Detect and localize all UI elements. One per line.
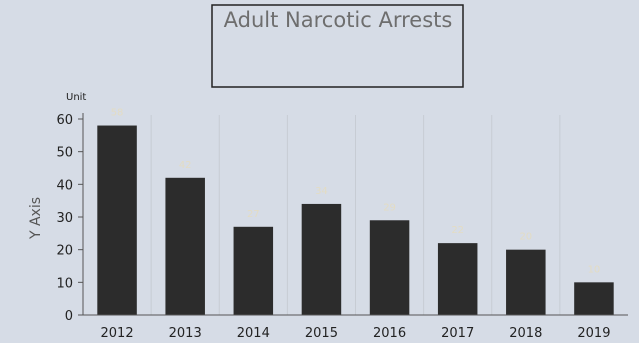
value-label-2018: 20 [519, 232, 532, 243]
y-axis-label: Y Axis [28, 197, 44, 240]
value-label-2017: 22 [451, 225, 464, 236]
y-tick-40: 40 [56, 178, 73, 193]
unit-label: Unit [66, 92, 86, 103]
y-tick-0: 0 [65, 309, 73, 324]
gridlines [150, 115, 561, 315]
y-tick-60: 60 [56, 113, 73, 128]
bar-2019 [574, 282, 614, 315]
chart-title: Adult Narcotic Arrests [224, 8, 453, 32]
x-tick-2019: 2019 [577, 326, 610, 341]
value-label-2016: 29 [383, 202, 396, 213]
x-tick-2016: 2016 [373, 326, 406, 341]
bar-2018 [506, 249, 546, 315]
y-tick-20: 20 [56, 244, 73, 259]
y-axis-ticks: 0 10 20 30 40 50 60 [56, 113, 83, 324]
bar-2017 [437, 243, 478, 315]
x-tick-2018: 2018 [509, 326, 542, 341]
x-tick-2014: 2014 [237, 326, 270, 341]
x-axis-ticks: 2012 2013 2014 2015 2016 2017 2018 2019 [101, 326, 611, 341]
x-tick-2012: 2012 [101, 326, 134, 341]
x-tick-2017: 2017 [441, 326, 474, 341]
value-label-2019: 10 [588, 264, 601, 275]
x-tick-2015: 2015 [305, 326, 338, 341]
value-label-2014: 27 [247, 209, 260, 220]
x-tick-2013: 2013 [169, 326, 202, 341]
bar-2013 [165, 177, 205, 315]
bar-2012 [97, 125, 137, 316]
bars [97, 125, 614, 316]
value-labels: 58 42 27 34 29 22 20 10 [111, 108, 601, 276]
y-tick-10: 10 [56, 276, 73, 291]
y-tick-30: 30 [56, 211, 73, 226]
bar-2016 [369, 220, 410, 315]
title-box [211, 4, 464, 88]
bar-2015 [301, 203, 342, 315]
value-label-2015: 34 [315, 186, 328, 197]
y-tick-50: 50 [56, 146, 73, 161]
bar-2014 [233, 226, 274, 315]
value-label-2012: 58 [111, 108, 124, 119]
value-label-2013: 42 [179, 160, 192, 171]
